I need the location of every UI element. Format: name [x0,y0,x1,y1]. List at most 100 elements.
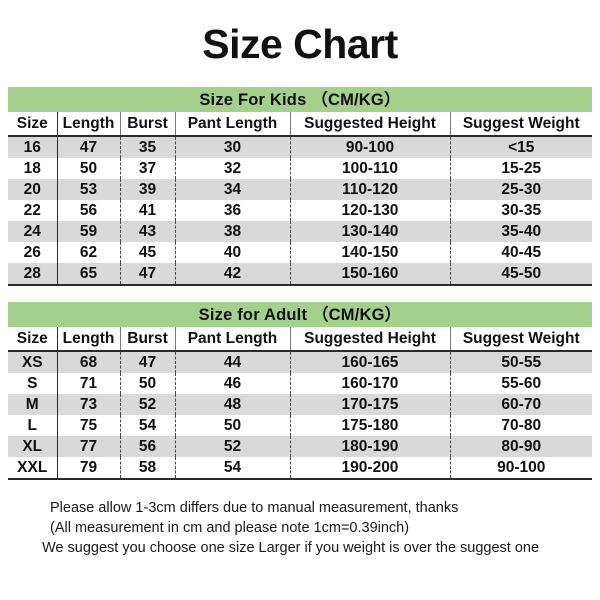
adult-header-size: Size [8,327,58,353]
adult-cell-length: 73 [57,394,121,416]
adult-cell-suggested-height: 170-175 [290,394,451,416]
note-line-3: We suggest you choose one size Larger if… [42,540,540,557]
kids-cell-burst: 47 [120,263,176,287]
adult-table-banner: Size for Adult （CM/KG） [8,302,592,328]
kids-cell-suggest-weight: 30-35 [501,202,542,220]
kids-cell-length: 56 [57,200,121,222]
adult-cell-suggested-height: 160-165 [290,351,451,374]
kids-cell-suggested-height: 150-160 [290,263,451,287]
table-row: 24 59 43 38 130-140 35-40 [8,221,592,243]
kids-header-length: Length [57,112,121,138]
kids-table-head: Size Length Burst Pant Length Suggested … [8,112,592,138]
kids-header-row: Size Length Burst Pant Length Suggested … [8,112,592,138]
adult-header-burst: Burst [120,327,176,353]
page-title: Size Chart [202,21,398,67]
kids-size-table: Size Length Burst Pant Length Suggested … [8,112,592,287]
kids-cell-pant-length: 32 [175,158,291,180]
adult-cell-length: 71 [57,373,121,395]
kids-header-suggest-weight: Suggest Weight [450,112,592,138]
adult-table-head: Size Length Burst Pant Length Suggested … [8,327,592,353]
adult-cell-suggest-weight: 90-100 [450,457,592,481]
adult-cell-pant-length: 54 [175,457,291,481]
kids-cell-pant-length: 36 [175,200,291,222]
kids-cell-suggest-weight: 35-40 [450,221,592,243]
kids-cell-suggest-weight: 15-25 [501,160,542,178]
kids-cell-burst: 37 [120,158,176,180]
adult-cell-size: XS [8,351,58,374]
adult-cell-suggested-height: 160-170 [290,373,451,395]
kids-cell-pant-length: 42 [175,263,291,287]
kids-cell-suggested-height: 140-150 [290,242,451,264]
table-row: XXL 79 58 54 190-200 90-100 [8,457,592,481]
note-line-1: Please allow 1-3cm differs due to manual… [50,500,459,517]
adult-size-table: Size Length Burst Pant Length Suggested … [8,327,592,481]
kids-cell-suggested-height: 120-130 [290,200,451,222]
kids-header-pant-length: Pant Length [175,112,291,138]
adult-cell-suggested-height: 190-200 [290,457,451,481]
kids-cell-size: 20 [8,179,58,201]
kids-cell-size: 24 [8,221,58,243]
table-row: XL 77 56 52 180-190 80-90 [8,436,592,458]
kids-cell-suggest-weight: 40-45 [501,244,542,262]
kids-cell-burst: 45 [120,242,176,264]
table-row: L 75 54 50 175-180 70-80 [8,415,592,437]
table-row: 18 50 37 32 100-110 15-25 [8,158,592,180]
adult-cell-size: M [8,394,58,416]
kids-cell-suggested-height: 100-110 [290,158,451,180]
kids-cell-length: 59 [57,221,121,243]
adult-cell-suggest-weight: 60-70 [450,394,592,416]
adult-header-pant-length: Pant Length [175,327,291,353]
kids-header-suggested-height: Suggested Height [290,112,451,138]
adult-header-row: Size Length Burst Pant Length Suggested … [8,327,592,353]
kids-cell-pant-length: 34 [175,179,291,201]
kids-cell-size: 28 [8,263,58,287]
kids-cell-size: 22 [8,200,58,222]
adult-cell-suggested-height: 175-180 [290,415,451,437]
kids-cell-length: 53 [57,179,121,201]
adult-table-body: XS 68 47 44 160-165 50-55 S 71 50 46 160-170 55-60 M… [8,351,592,481]
kids-cell-suggest-weight: 25-30 [450,179,592,201]
adult-cell-burst: 50 [120,373,176,395]
table-row: 28 65 47 42 150-160 45-50 [8,263,592,287]
adult-cell-size: L [8,415,58,437]
kids-cell-suggest-weight: <15 [450,136,592,159]
kids-cell-suggested-height: 90-100 [290,136,451,159]
adult-cell-suggested-height: 180-190 [290,436,451,458]
kids-cell-suggested-height: 130-140 [290,221,451,243]
kids-cell-length: 65 [57,263,121,287]
kids-cell-suggest-weight: 45-50 [450,263,592,287]
kids-cell-burst: 39 [120,179,176,201]
kids-cell-size: 26 [8,242,58,264]
kids-cell-pant-length: 38 [175,221,291,243]
adult-cell-pant-length: 48 [175,394,291,416]
adult-cell-suggest-weight: 70-80 [501,417,542,435]
adult-size-table-block: Size for Adult （CM/KG） Size Length Burst… [8,302,592,481]
kids-cell-size: 16 [8,136,58,159]
kids-header-size: Size [8,112,58,138]
adult-cell-pant-length: 52 [175,436,291,458]
adult-cell-size: S [8,373,58,395]
adult-header-length: Length [57,327,121,353]
adult-cell-burst: 54 [120,415,176,437]
adult-cell-pant-length: 50 [175,415,291,437]
kids-cell-burst: 43 [120,221,176,243]
table-row: S 71 50 46 160-170 55-60 [8,373,592,395]
table-row: 20 53 39 34 110-120 25-30 [8,179,592,201]
note-line-2: (All measurement in cm and please note 1… [50,520,410,537]
table-row: 26 62 45 40 140-150 40-45 [8,242,592,264]
table-row: M 73 52 48 170-175 60-70 [8,394,592,416]
kids-cell-length: 50 [57,158,121,180]
kids-cell-length: 47 [57,136,121,159]
table-row: XS 68 47 44 160-165 50-55 [8,351,592,374]
adult-cell-pant-length: 46 [175,373,291,395]
kids-cell-burst: 41 [120,200,176,222]
adult-cell-burst: 58 [120,457,176,481]
adult-header-suggest-weight: Suggest Weight [450,327,592,353]
kids-table-banner: Size For Kids （CM/KG） [8,87,592,113]
kids-table-body: 16 47 35 30 90-100 <15 18 50 37 32 100-110 15-25 20 5… [8,136,592,287]
adult-cell-length: 77 [57,436,121,458]
adult-cell-pant-length: 44 [175,351,291,374]
adult-cell-suggest-weight: 55-60 [501,375,542,393]
adult-cell-suggest-weight: 80-90 [450,436,592,458]
adult-header-suggested-height: Suggested Height [290,327,451,353]
